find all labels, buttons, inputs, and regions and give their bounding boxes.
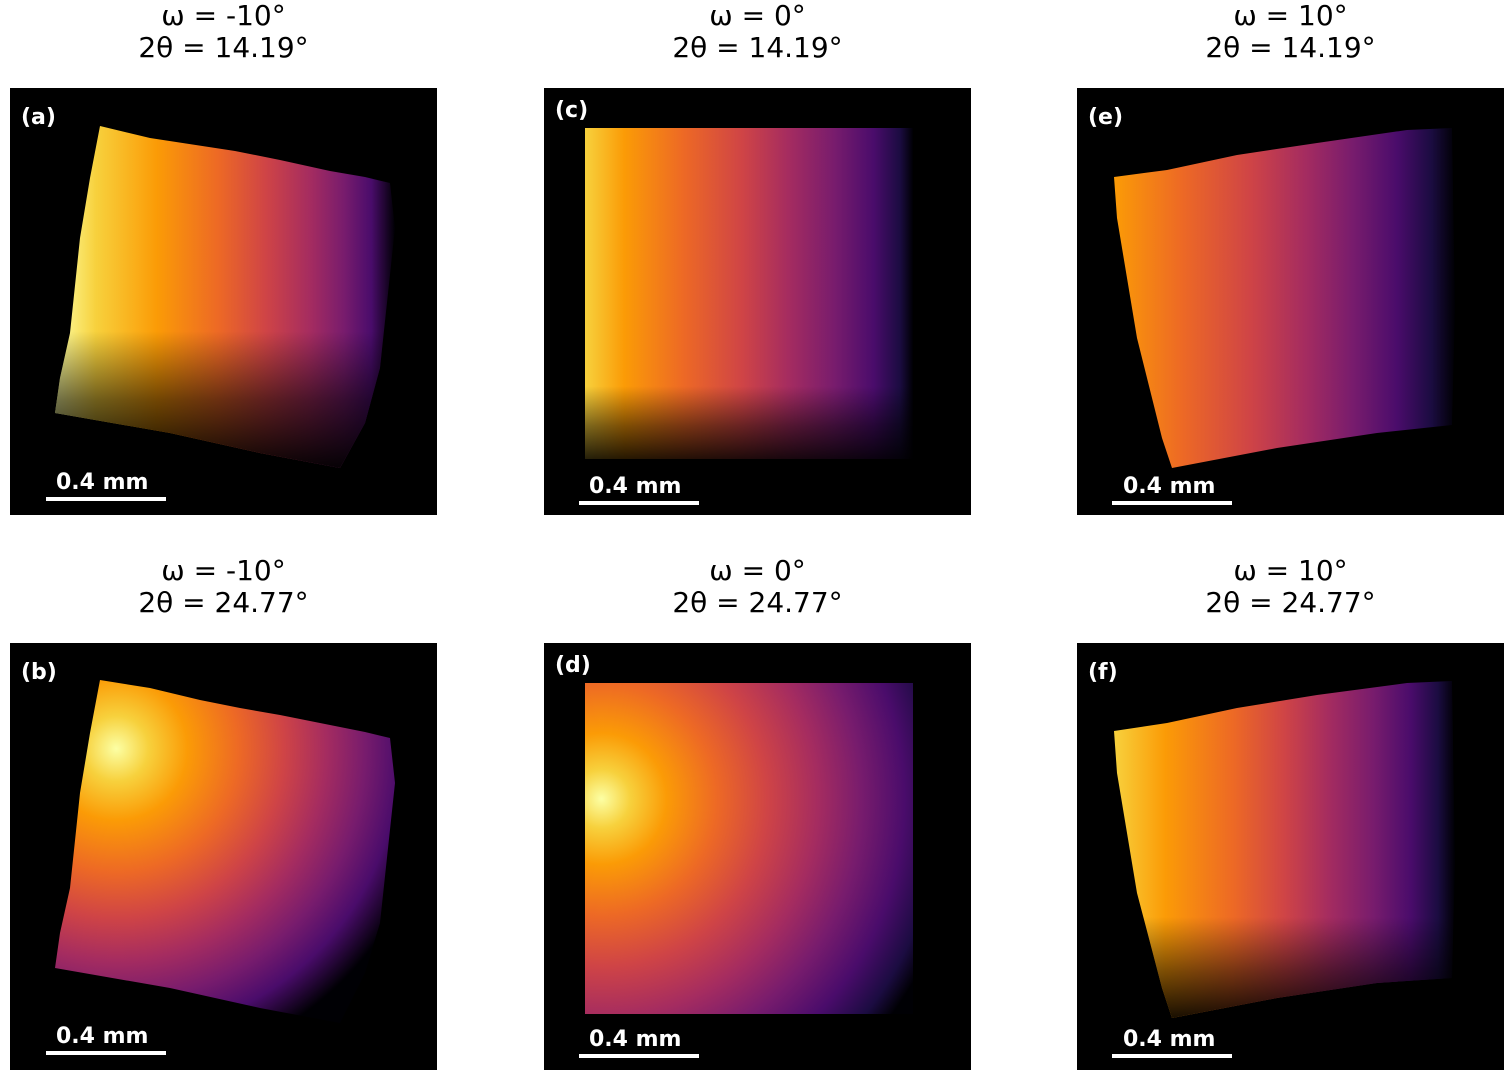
map-image: [585, 128, 913, 459]
scale-bar-label: 0.4 mm: [589, 474, 682, 499]
intensity-map: (f) 0.4 mm: [1077, 643, 1504, 1070]
omega-label: ω = 0°: [709, 554, 806, 587]
map-image: [1114, 128, 1455, 468]
map-image: [55, 680, 395, 1023]
map-image: [585, 683, 913, 1014]
scale-bar: [1112, 501, 1232, 505]
scale-bar: [579, 1054, 699, 1058]
scale-bar: [1112, 1054, 1232, 1058]
scale-bar-label: 0.4 mm: [589, 1027, 682, 1052]
omega-label: ω = -10°: [161, 554, 286, 587]
two-theta-label: 2θ = 24.77°: [672, 586, 843, 619]
map-image: [55, 126, 395, 468]
two-theta-label: 2θ = 24.77°: [1205, 586, 1376, 619]
scale-bar: [579, 501, 699, 505]
two-theta-label: 2θ = 24.77°: [138, 586, 309, 619]
two-theta-label: 2θ = 14.19°: [138, 31, 309, 64]
intensity-map: (c) 0.4 mm: [544, 88, 971, 515]
two-theta-label: 2θ = 14.19°: [672, 31, 843, 64]
omega-label: ω = 10°: [1233, 554, 1348, 587]
panel-label: (c): [555, 98, 589, 123]
panel-label: (d): [555, 653, 591, 678]
scale-bar-label: 0.4 mm: [56, 1024, 149, 1049]
intensity-map: (d) 0.4 mm: [544, 643, 971, 1070]
panel-label: (e): [1088, 105, 1124, 130]
scale-bar-label: 0.4 mm: [1123, 1027, 1216, 1052]
omega-label: ω = 10°: [1233, 0, 1348, 32]
map-image: [1114, 681, 1455, 1018]
intensity-map: (a) 0.4 mm: [10, 88, 437, 515]
scale-bar: [46, 1051, 166, 1055]
intensity-map: (e) 0.4 mm: [1077, 88, 1504, 515]
panel-label: (a): [21, 105, 56, 130]
scale-bar-label: 0.4 mm: [56, 470, 149, 495]
two-theta-label: 2θ = 14.19°: [1205, 31, 1376, 64]
omega-label: ω = -10°: [161, 0, 286, 32]
panel-label: (f): [1088, 660, 1118, 685]
scale-bar-label: 0.4 mm: [1123, 474, 1216, 499]
panel-label: (b): [21, 660, 57, 685]
omega-label: ω = 0°: [709, 0, 806, 32]
intensity-map: (b) 0.4 mm: [10, 643, 437, 1070]
scale-bar: [46, 497, 166, 501]
